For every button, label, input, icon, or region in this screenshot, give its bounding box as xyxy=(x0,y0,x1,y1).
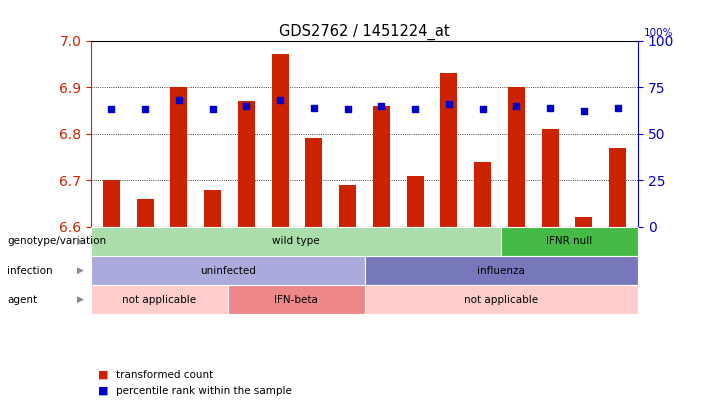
Point xyxy=(342,106,353,113)
Point xyxy=(376,102,387,109)
Text: ▶: ▶ xyxy=(77,237,84,246)
Text: transformed count: transformed count xyxy=(116,370,213,379)
Point xyxy=(612,104,623,111)
Point xyxy=(477,106,489,113)
Bar xyxy=(137,199,154,227)
Point xyxy=(409,106,421,113)
Point xyxy=(545,104,556,111)
Bar xyxy=(440,73,457,227)
Point xyxy=(443,100,454,107)
Bar xyxy=(103,180,120,227)
Text: percentile rank within the sample: percentile rank within the sample xyxy=(116,386,292,396)
Point xyxy=(240,102,252,109)
Point xyxy=(173,97,184,103)
Bar xyxy=(170,87,187,227)
Bar xyxy=(508,87,525,227)
Bar xyxy=(407,176,423,227)
Point xyxy=(207,106,218,113)
Bar xyxy=(576,217,592,227)
Text: not applicable: not applicable xyxy=(123,295,196,305)
Text: ▶: ▶ xyxy=(77,295,84,304)
Text: ■: ■ xyxy=(98,370,109,379)
Title: GDS2762 / 1451224_at: GDS2762 / 1451224_at xyxy=(279,24,450,40)
Text: 100%: 100% xyxy=(644,28,673,38)
Point xyxy=(106,106,117,113)
Text: infection: infection xyxy=(7,266,53,275)
Bar xyxy=(204,190,221,227)
Bar xyxy=(609,148,626,227)
Point xyxy=(308,104,320,111)
Text: uninfected: uninfected xyxy=(200,266,256,275)
Bar xyxy=(272,55,289,227)
Text: IFNR null: IFNR null xyxy=(547,237,592,246)
Bar xyxy=(238,101,255,227)
Point xyxy=(139,106,151,113)
Point xyxy=(275,97,286,103)
Bar xyxy=(474,162,491,227)
Text: not applicable: not applicable xyxy=(464,295,538,305)
Text: genotype/variation: genotype/variation xyxy=(7,237,106,246)
Text: agent: agent xyxy=(7,295,37,305)
Point xyxy=(578,108,590,115)
Bar xyxy=(542,129,559,227)
Text: wild type: wild type xyxy=(273,237,320,246)
Text: IFN-beta: IFN-beta xyxy=(274,295,318,305)
Bar xyxy=(339,185,356,227)
Point xyxy=(511,102,522,109)
Text: ▶: ▶ xyxy=(77,266,84,275)
Text: ■: ■ xyxy=(98,386,109,396)
Text: influenza: influenza xyxy=(477,266,525,275)
Bar xyxy=(306,139,322,227)
Bar xyxy=(373,106,390,227)
